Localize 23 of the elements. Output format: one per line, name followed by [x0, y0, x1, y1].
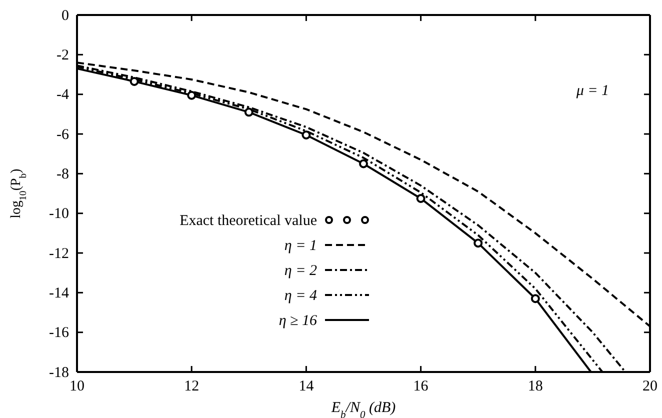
y-tick-label: -6 — [56, 126, 70, 143]
annotation: μ = 1 — [575, 83, 610, 99]
y-tick-label: 0 — [62, 8, 69, 24]
x-tick-label: 20 — [642, 378, 658, 395]
y-tick-label: -14 — [49, 285, 70, 302]
y-tick-label: -10 — [49, 206, 69, 222]
y-tick-label: -8 — [56, 166, 69, 182]
legend-label: η = 2 — [284, 263, 318, 279]
y-tick-label: -16 — [49, 325, 70, 342]
y-tick-label: -12 — [49, 246, 69, 262]
x-tick-label: 18 — [528, 378, 543, 395]
y-tick-label: -2 — [56, 47, 69, 64]
legend-label: η = 1 — [284, 238, 317, 254]
x-tick-label: 12 — [184, 378, 200, 395]
x-tick-label: 16 — [413, 378, 429, 395]
y-tick-label: -18 — [49, 364, 69, 381]
x-tick-label: 10 — [70, 378, 84, 395]
legend-label: η = 4 — [284, 288, 318, 304]
legend-label: Exact theoretical value — [180, 213, 318, 229]
x-axis-title: E$_{b}$/N$_{0}$ (dB) — [330, 400, 396, 418]
x-tick-label: 14 — [298, 378, 314, 395]
legend-label: η ≥ 16 — [278, 313, 318, 329]
y-tick-label: -4 — [56, 87, 70, 104]
